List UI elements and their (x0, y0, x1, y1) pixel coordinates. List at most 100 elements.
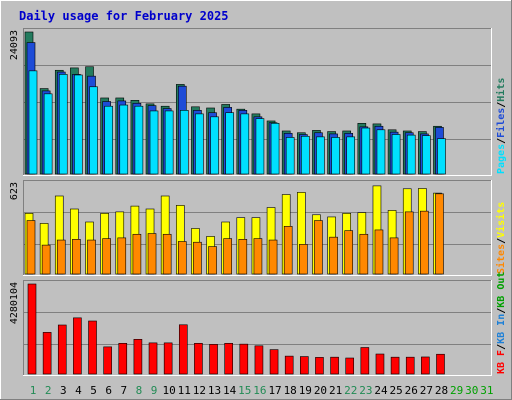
bar-pages-day-10 (164, 110, 174, 175)
bar-pages-day-17 (270, 123, 280, 175)
x-label-day-17: 17 (268, 384, 281, 397)
chart-title: Daily usage for February 2025 (19, 9, 229, 23)
x-label-day-28: 28 (435, 384, 448, 397)
bar-pages-day-13 (210, 116, 219, 175)
x-label-day-15: 15 (238, 384, 251, 397)
bar-kb-f-day-2 (42, 332, 52, 375)
x-label-day-20: 20 (314, 384, 327, 397)
bar-pages-day-27 (422, 135, 431, 175)
x-label-day-7: 7 (120, 384, 127, 397)
bar-sites-day-3 (56, 239, 66, 275)
bar-sites-day-11 (177, 241, 187, 275)
bar-sites-day-28 (435, 193, 444, 275)
bar-pages-day-3 (58, 74, 68, 175)
legend-separator: / (496, 308, 507, 314)
bar-pages-day-9 (149, 110, 159, 175)
legend-entry-files: Files (495, 108, 507, 138)
legend-entry-hits: Hits (495, 78, 507, 102)
bar-kb-f-day-19 (300, 356, 309, 375)
y-axis-max-label: 24093 (9, 30, 20, 60)
bar-sites-day-21 (329, 236, 338, 275)
bar-kb-f-day-17 (269, 349, 279, 375)
legend-entry-kb-in: KB In (496, 314, 507, 344)
x-label-day-12: 12 (193, 384, 206, 397)
x-label-day-23: 23 (359, 384, 372, 397)
x-label-day-14: 14 (223, 384, 237, 397)
y-axis-max-label: 4280104 (9, 282, 20, 324)
bar-pages-day-20 (316, 136, 325, 175)
legend-bottom: KB F/KB In/KB Out (496, 272, 507, 374)
bar-pages-day-12 (195, 113, 204, 175)
bar-kb-f-day-10 (163, 342, 173, 375)
legend-entry-sites: Sites (495, 244, 507, 274)
x-label-day-18: 18 (284, 384, 297, 397)
bar-kb-f-day-4 (73, 317, 82, 375)
x-label-day-30: 30 (465, 384, 478, 397)
bar-kb-f-day-25 (390, 356, 400, 375)
bar-sites-day-7 (117, 237, 127, 275)
bar-pages-day-16 (255, 118, 265, 175)
bar-kb-f-day-12 (194, 342, 203, 375)
legend-separator: / (496, 138, 507, 144)
bar-pages-day-24 (376, 129, 386, 175)
x-label-day-5: 5 (90, 384, 97, 397)
x-label-day-27: 27 (420, 384, 433, 397)
bar-pages-day-22 (346, 136, 356, 175)
bar-kb-f-day-27 (421, 356, 430, 375)
bar-pages-day-14 (225, 112, 234, 175)
bar-sites-day-16 (253, 238, 263, 275)
bar-sites-day-18 (283, 226, 293, 275)
bar-sites-day-1 (26, 220, 36, 275)
bar-sites-day-10 (162, 233, 172, 275)
bar-pages-day-5 (89, 86, 98, 175)
bar-sites-day-17 (268, 239, 278, 275)
legend-entry-kb-f: KB F (496, 350, 507, 374)
bar-pages-day-11 (179, 110, 189, 175)
bar-pages-day-4 (74, 74, 83, 175)
bar-kb-f-day-20 (315, 357, 324, 375)
bar-kb-f-day-16 (254, 345, 264, 375)
x-label-day-21: 21 (329, 384, 342, 397)
bar-sites-day-26 (404, 211, 414, 275)
x-label-day-8: 8 (136, 384, 143, 397)
legend-separator: / (496, 238, 507, 244)
legend-top: Pages/Files/Hits (495, 78, 507, 174)
bar-sites-day-12 (193, 241, 202, 275)
x-label-day-4: 4 (75, 384, 82, 397)
bar-kb-f-day-5 (88, 320, 97, 375)
bar-kb-f-day-3 (57, 324, 67, 375)
bar-pages-day-18 (285, 137, 295, 175)
bar-kb-f-day-26 (405, 356, 415, 375)
bar-sites-day-15 (238, 239, 248, 275)
bar-sites-day-2 (41, 244, 51, 275)
bar-sites-day-25 (389, 237, 399, 275)
x-label-day-24: 24 (374, 384, 388, 397)
x-label-day-16: 16 (253, 384, 266, 397)
bar-kb-f-day-24 (375, 353, 385, 375)
bar-sites-day-13 (208, 246, 217, 275)
bar-kb-f-day-1 (27, 283, 37, 375)
bar-sites-day-4 (72, 239, 81, 275)
bar-kb-f-day-8 (133, 339, 143, 375)
bar-kb-f-day-6 (103, 346, 112, 375)
bar-kb-f-day-11 (178, 324, 188, 375)
bar-sites-day-22 (344, 230, 354, 275)
x-label-day-3: 3 (60, 384, 67, 397)
x-label-day-11: 11 (178, 384, 191, 397)
x-label-day-9: 9 (151, 384, 158, 397)
bar-pages-day-6 (104, 105, 113, 175)
bar-pages-day-19 (301, 135, 310, 175)
x-label-day-6: 6 (105, 384, 112, 397)
bar-kb-f-day-28 (436, 353, 445, 375)
bar-pages-day-26 (406, 134, 416, 175)
bar-sites-day-14 (223, 238, 232, 275)
bar-pages-day-28 (437, 138, 446, 175)
x-label-day-13: 13 (208, 384, 221, 397)
x-label-day-26: 26 (405, 384, 418, 397)
bar-sites-day-27 (420, 210, 429, 275)
bar-pages-day-25 (391, 134, 401, 175)
x-label-day-29: 29 (450, 384, 463, 397)
bar-pages-day-23 (361, 127, 371, 175)
